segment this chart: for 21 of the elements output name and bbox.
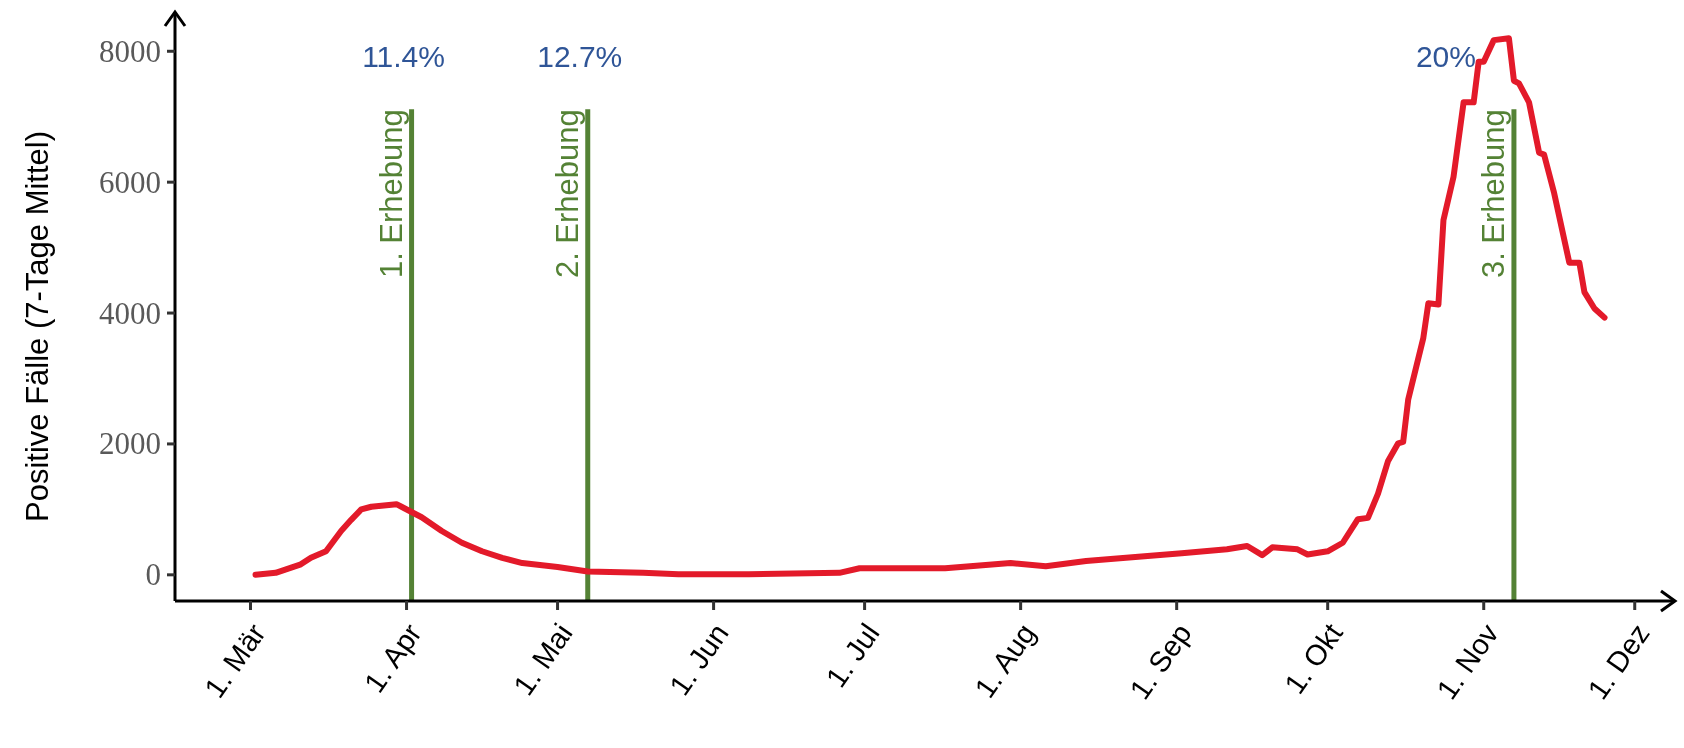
- annotation: 20%: [1415, 39, 1476, 73]
- ref-line-label: 2. Erhebung: [549, 109, 585, 279]
- annotation: 12.7%: [537, 39, 623, 73]
- x-tick-label: 1. Sep: [1123, 617, 1198, 705]
- ref-line-label: 3. Erhebung: [1475, 109, 1511, 279]
- x-tick-label: 1. Dez: [1581, 617, 1656, 705]
- y-tick-label: 4000: [99, 295, 161, 331]
- y-tick-label: 2000: [99, 426, 161, 462]
- y-axis-title: Positive Fälle (7-Tage Mittel): [20, 130, 55, 523]
- x-tick-label: 1. Nov: [1430, 617, 1506, 705]
- y-tick-label: 8000: [99, 33, 161, 69]
- x-tick-label: 1. Mär: [198, 617, 272, 704]
- x-tick-label: 1. Jul: [819, 617, 886, 693]
- x-tick-label: 1. Jun: [663, 617, 735, 701]
- x-tick-label: 1. Apr: [357, 617, 428, 699]
- x-tick-label: 1. Okt: [1278, 617, 1349, 700]
- y-tick-label: 6000: [99, 164, 161, 200]
- y-tick-label: 0: [145, 557, 161, 593]
- annotation: 11.4%: [362, 39, 445, 73]
- ref-line-label: 1. Erhebung: [373, 109, 409, 279]
- x-tick-label: 1. Mai: [507, 617, 579, 701]
